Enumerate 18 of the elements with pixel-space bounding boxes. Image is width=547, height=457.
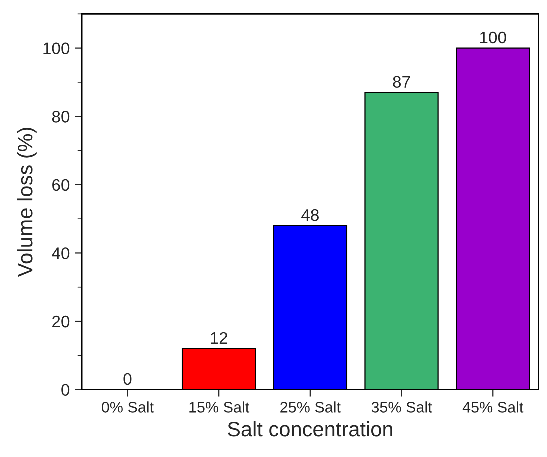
y-tick-label: 60	[52, 179, 70, 192]
data-label: 48	[302, 209, 319, 222]
y-tick-label: 20	[52, 316, 70, 328]
data-label: 87	[393, 76, 410, 88]
x-tick-label: 35% Salt	[372, 402, 432, 413]
x-tick-label: 45% Salt	[462, 402, 524, 413]
data-label: 0	[124, 373, 132, 386]
x-tick-label: 15% Salt	[190, 402, 250, 413]
x-axis-title: Salt concentration	[228, 421, 392, 437]
x-tick-label: 0% Salt	[102, 402, 154, 413]
data-label: 12	[211, 332, 228, 344]
y-tick-label: 0	[62, 384, 70, 396]
y-tick-label: 100	[44, 42, 70, 55]
x-tick-label: 25% Salt	[280, 402, 341, 413]
data-label: 100	[480, 32, 506, 44]
y-axis-title: Volume loss (%)	[17, 128, 37, 278]
y-tick-label: 80	[52, 111, 70, 123]
y-tick-label: 40	[52, 248, 70, 260]
